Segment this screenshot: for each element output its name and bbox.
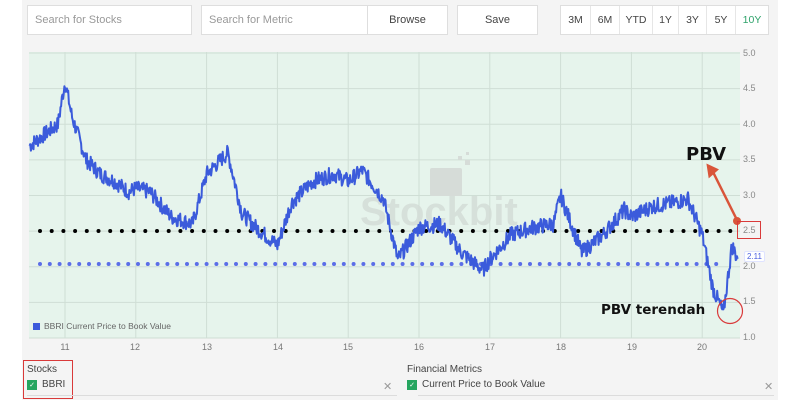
pbv-value-highlight-box [737, 221, 761, 239]
pbv-series-line [28, 85, 739, 311]
range-10y-button[interactable]: 10Y [742, 14, 762, 26]
range-3y-button[interactable]: 3Y [679, 6, 707, 34]
x-tick: 12 [129, 342, 141, 352]
divider [418, 395, 774, 396]
range-ytd-button[interactable]: YTD [620, 6, 653, 34]
range-3m-button[interactable]: 3M [561, 6, 591, 34]
y-tick: 1.0 [743, 332, 756, 342]
pbv-annotation: PBV [686, 144, 727, 165]
search-stocks-input[interactable]: Search for Stocks [27, 5, 192, 35]
remove-metric-icon[interactable]: ✕ [764, 381, 774, 393]
remove-stock-icon[interactable]: ✕ [383, 381, 393, 393]
checkbox-checked-icon[interactable]: ✓ [27, 379, 37, 390]
x-tick: 15 [342, 342, 354, 352]
watermark-logo-icon [430, 152, 470, 196]
legend-swatch [33, 322, 40, 330]
x-tick: 17 [484, 342, 496, 352]
chart-legend[interactable]: BBRI Current Price to Book Value [33, 321, 171, 331]
stocks-highlight-box [23, 360, 73, 399]
x-tick: 14 [272, 342, 284, 352]
metrics-section-title: Financial Metrics [407, 364, 483, 375]
metric-item-label: Current Price to Book Value [422, 379, 546, 390]
x-tick: 11 [60, 342, 70, 352]
y-tick: 3.5 [743, 154, 756, 164]
y-tick: 3.0 [743, 190, 756, 200]
x-tick: 20 [696, 342, 708, 352]
y-tick: 1.5 [743, 296, 756, 306]
annotation-arrow [710, 169, 739, 221]
y-tick: 4.0 [743, 119, 756, 129]
gridlines [29, 52, 740, 339]
range-1y-button[interactable]: 1Y [653, 6, 679, 34]
low-point-circle [716, 297, 744, 325]
x-tick: 13 [201, 342, 213, 352]
arrow-head-icon [706, 163, 719, 179]
y-tick: 4.5 [743, 83, 756, 93]
divider [27, 395, 397, 396]
range-5y-button[interactable]: 5Y [707, 6, 736, 34]
x-tick: 19 [626, 342, 638, 352]
x-tick: 16 [413, 342, 425, 352]
y-tick: 2.0 [743, 261, 756, 271]
stock-item-bbri[interactable]: ✓ BBRI [27, 379, 65, 390]
time-range-selector: 3M 6M YTD 1Y 3Y 5Y 10Y [560, 5, 769, 35]
legend-label: BBRI Current Price to Book Value [44, 321, 171, 331]
stocks-section-title: Stocks [27, 364, 58, 375]
checkbox-checked-icon[interactable]: ✓ [407, 379, 417, 390]
x-tick: 18 [555, 342, 567, 352]
pbv-low-annotation: PBV terendah [601, 302, 706, 318]
stock-item-label: BBRI [42, 379, 66, 390]
last-value-tag: 2.11 [744, 251, 765, 262]
save-button[interactable]: Save [457, 5, 538, 35]
y-tick: 2.5 [743, 225, 756, 235]
y-tick: 5.0 [743, 48, 756, 58]
range-6m-button[interactable]: 6M [591, 6, 620, 34]
metric-item-pbv[interactable]: ✓ Current Price to Book Value [407, 379, 545, 390]
browse-button[interactable]: Browse [367, 5, 448, 35]
